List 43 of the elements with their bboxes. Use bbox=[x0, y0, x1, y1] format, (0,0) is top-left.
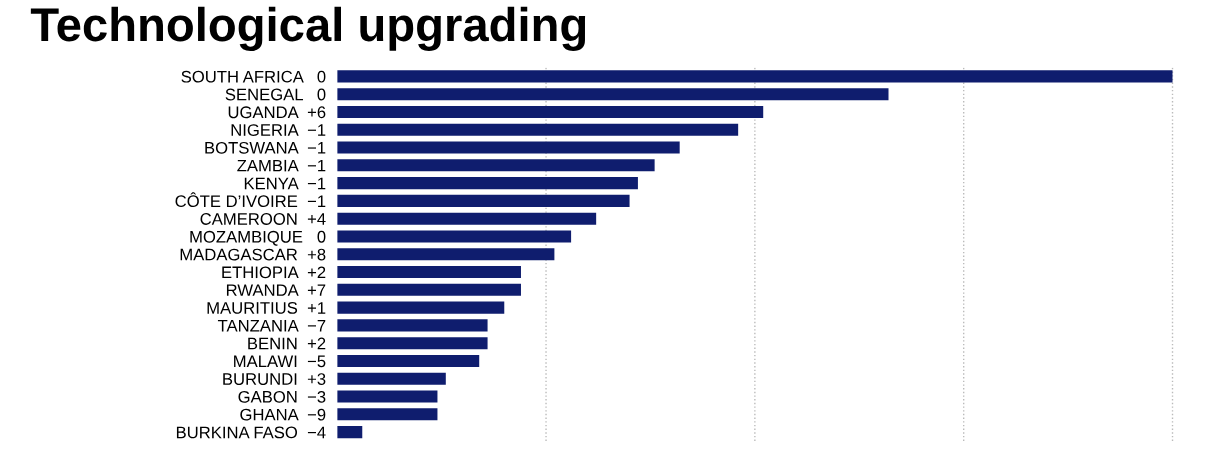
bar bbox=[337, 248, 555, 261]
bar bbox=[337, 123, 739, 136]
bar bbox=[337, 70, 1173, 83]
bar bbox=[337, 177, 638, 190]
y-tick-label: BOTSWANA −1 bbox=[205, 141, 326, 154]
y-tick-label: MAURITIUS +1 bbox=[207, 302, 326, 314]
bar bbox=[337, 426, 363, 439]
bar bbox=[337, 354, 480, 368]
y-tick-label: MALAWI −5 bbox=[234, 355, 326, 368]
y-tick-label: GABON −3 bbox=[238, 390, 326, 403]
y-tick-label: MOZAMBIQUE 0 bbox=[190, 230, 326, 246]
bar bbox=[337, 159, 655, 172]
y-tick-label: MADAGASCAR +8 bbox=[180, 248, 326, 261]
bar bbox=[337, 141, 680, 154]
y-tick-label: ETHIOPIA +2 bbox=[222, 266, 326, 279]
bar bbox=[337, 337, 488, 350]
y-tick-label: CÔTE D’IVOIRE −1 bbox=[175, 192, 326, 208]
bar bbox=[337, 194, 630, 207]
bar bbox=[337, 301, 505, 314]
y-tick-label: BENIN +2 bbox=[248, 337, 326, 350]
bar bbox=[337, 390, 438, 403]
bar bbox=[337, 230, 572, 243]
bar bbox=[337, 283, 521, 296]
y-tick-label: BURKINA FASO −4 bbox=[176, 426, 326, 439]
bar bbox=[337, 265, 521, 279]
y-tick-label: CAMEROON +4 bbox=[200, 213, 326, 225]
y-tick-label: RWANDA +7 bbox=[226, 284, 326, 296]
y-tick-label: ZAMBIA −1 bbox=[237, 159, 326, 172]
bar bbox=[337, 319, 488, 332]
y-tick-label: SENEGAL 0 bbox=[225, 88, 326, 101]
bar bbox=[337, 88, 889, 101]
bar bbox=[337, 212, 597, 225]
y-tick-label: SOUTH AFRICA 0 bbox=[181, 70, 326, 83]
y-tick-label: GHANA −9 bbox=[240, 408, 326, 421]
y-tick-label: TANZANIA −7 bbox=[217, 319, 326, 332]
bar bbox=[337, 105, 764, 119]
bar bbox=[337, 372, 446, 385]
bar bbox=[337, 408, 438, 421]
chart-title: Technological upgrading bbox=[30, 6, 586, 51]
y-tick-label: NIGERIA −1 bbox=[231, 124, 326, 136]
y-tick-label: BURUNDI +3 bbox=[223, 373, 326, 385]
y-tick-label: KENYA −1 bbox=[244, 177, 326, 190]
y-tick-label: UGANDA +6 bbox=[228, 106, 326, 119]
